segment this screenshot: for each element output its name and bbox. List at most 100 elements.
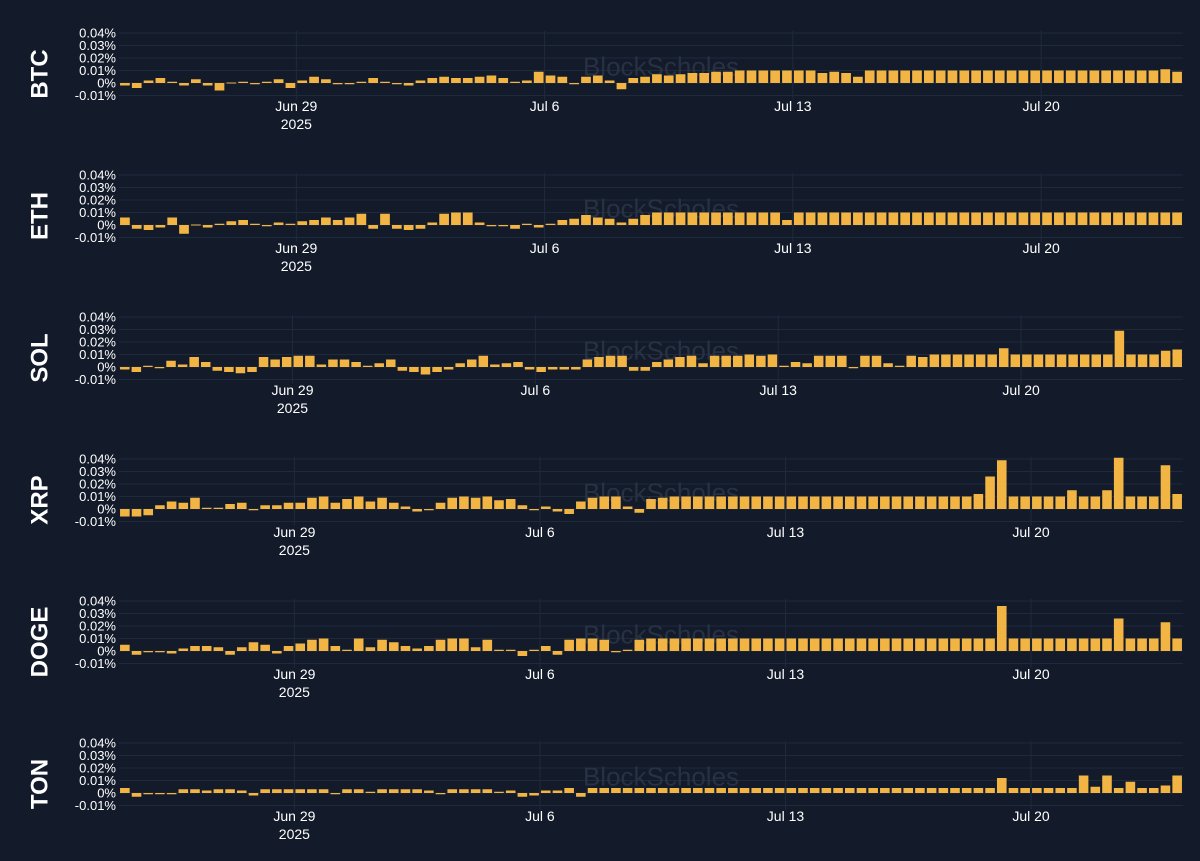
bar [868,496,878,509]
bar [309,220,319,225]
bar [283,646,294,651]
bar [474,76,485,83]
y-tick-label: -0.01% [75,372,117,387]
bar [427,78,438,83]
bar [675,357,685,367]
bar [131,225,142,229]
bar [238,220,248,225]
bar [1055,496,1066,509]
bar [628,367,639,371]
bar [321,79,331,83]
bar [798,638,808,651]
bar [692,496,703,509]
x-tick-label: Jul 13 [760,382,798,398]
bar [900,212,911,225]
bar [959,70,970,83]
x-tick-label: Jul 20 [1012,808,1050,824]
bar [332,220,343,225]
bar [258,357,269,367]
bar [380,213,390,225]
bar [540,506,551,509]
bar [1055,788,1066,793]
x-tick-sublabel: 2025 [279,826,310,842]
bar [332,83,343,85]
bar [1090,638,1101,651]
bar [1065,70,1076,83]
bar [891,496,902,509]
bar [178,789,189,793]
bar [634,509,645,513]
bar [774,788,785,793]
bar [622,788,633,793]
bar [844,638,855,651]
bar [947,212,958,225]
bar [474,222,485,225]
y-tick-label: 0.01% [79,773,116,788]
panel-title: SOL [26,333,53,382]
bar [716,638,726,651]
bar [821,496,832,509]
bar [793,70,804,83]
bar [657,788,668,793]
panel-title: TON [26,759,53,809]
bar [564,788,574,793]
bar [272,505,282,509]
bar [226,82,237,84]
y-tick-label: 0.04% [79,310,116,325]
bar [451,78,461,83]
bar [912,212,922,225]
y-tick-label: 0.03% [79,322,116,337]
y-tick-label: 0.02% [79,335,116,350]
bar [1008,638,1019,651]
bar [640,367,650,371]
y-tick-label: 0.02% [79,51,116,66]
bar [1043,496,1054,509]
bar [316,364,327,367]
y-tick-label: 0% [97,76,116,91]
bar [557,220,568,225]
bar [1102,638,1112,651]
bar [868,638,878,651]
bar [751,638,762,651]
bar [344,83,355,85]
bar [236,502,247,509]
bar [652,212,662,225]
bar [400,646,411,651]
bar [179,225,189,234]
x-tick-label: Jul 13 [774,240,812,256]
bar [328,359,338,367]
bar [1113,457,1124,509]
bar [576,501,586,509]
bar [903,638,914,651]
bar [1056,354,1067,367]
bar [482,496,493,509]
bar [746,70,757,83]
y-tick-label: -0.01% [75,798,117,813]
bar [704,788,715,793]
bar [214,223,225,225]
y-tick-label: 0.02% [79,761,116,776]
bar [494,791,504,793]
bar [261,81,272,83]
y-tick-label: 0.01% [79,347,116,362]
bar [351,362,361,367]
bar [342,499,352,509]
bar [155,225,166,228]
bar [704,496,715,509]
bar [1113,70,1123,83]
bar [295,643,306,651]
bar [983,70,993,83]
bar [1042,70,1052,83]
bar [611,651,621,653]
bar [829,71,840,83]
bar [1136,212,1147,225]
bar [716,496,726,509]
bar [482,639,493,651]
bar [681,496,691,509]
bar [774,638,785,651]
bar [1020,788,1030,793]
bar [821,788,832,793]
bar [213,789,224,793]
bar [260,789,270,793]
bar [923,70,934,83]
